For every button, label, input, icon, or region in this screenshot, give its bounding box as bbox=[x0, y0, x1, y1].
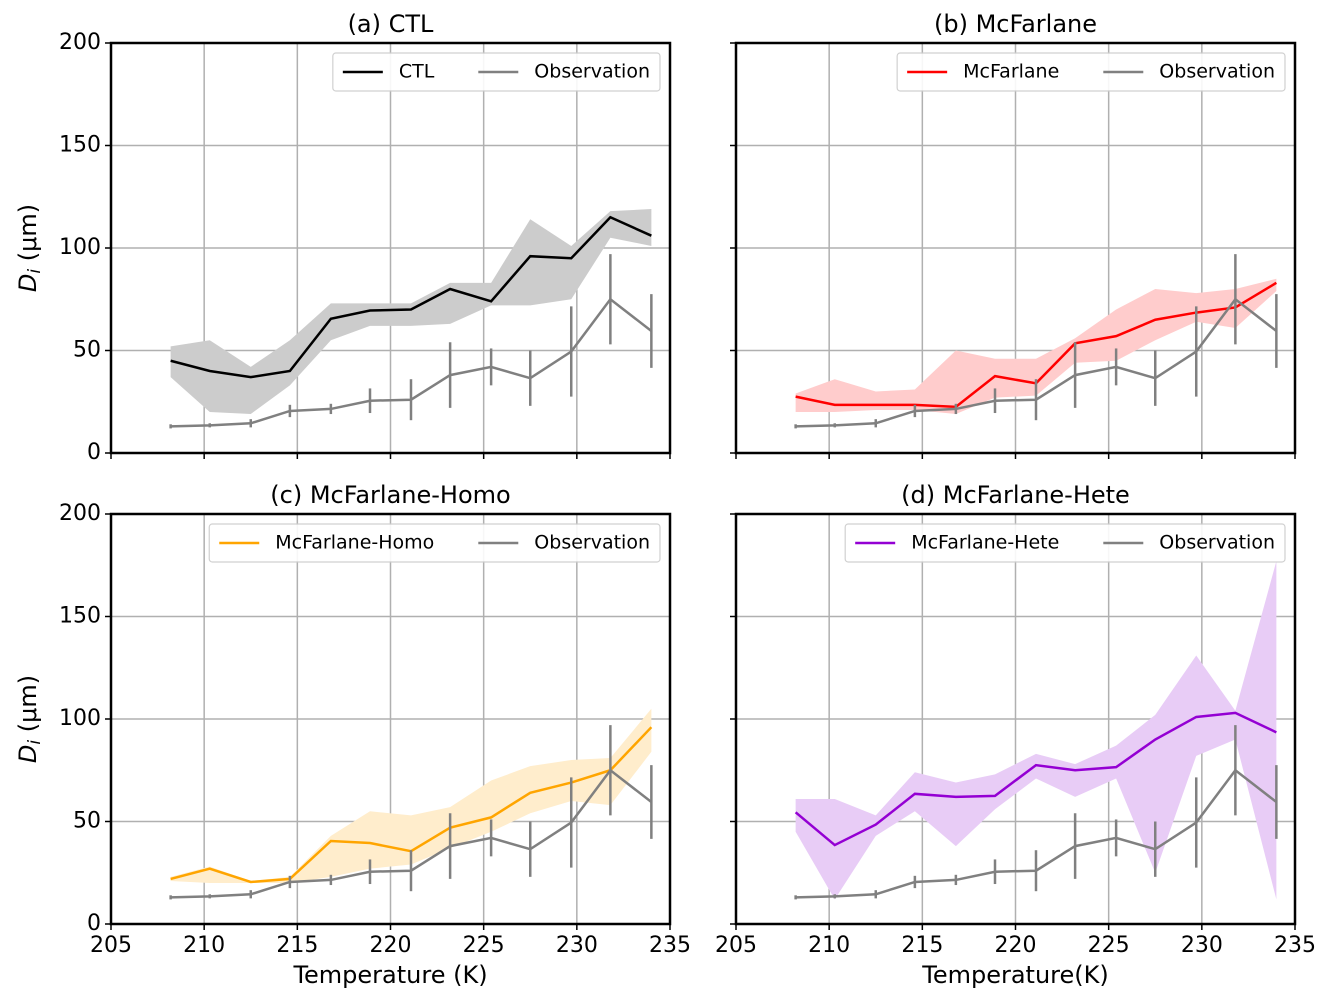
x-tick-label: 215 bbox=[901, 933, 943, 958]
y-tick-label: 0 bbox=[87, 911, 101, 936]
x-axis-label: Temperature (K) bbox=[292, 961, 487, 989]
legend: McFarlane-Homo Observation bbox=[208, 523, 661, 563]
x-tick-label: 210 bbox=[808, 933, 850, 958]
y-tick-label: 0 bbox=[87, 440, 101, 465]
x-tick-label: 235 bbox=[1274, 933, 1316, 958]
spread-band bbox=[170, 708, 652, 883]
legend-label: McFarlane-Homo bbox=[275, 532, 434, 554]
y-label-subscript: i bbox=[25, 740, 45, 745]
x-tick-label: 205 bbox=[90, 933, 132, 958]
chart-title: (a) CTL bbox=[348, 10, 434, 38]
plot-frame bbox=[109, 512, 672, 926]
x-tick-label: 230 bbox=[556, 933, 598, 958]
x-tick-label: 225 bbox=[1088, 933, 1130, 958]
y-label-subscript: i bbox=[25, 269, 45, 274]
y-tick-label: 50 bbox=[73, 338, 101, 363]
y-tick-label: 100 bbox=[59, 235, 101, 260]
legend-label: McFarlane-Hete bbox=[911, 532, 1059, 554]
y-tick-label: 100 bbox=[59, 706, 101, 731]
y-label-unit: (μm) bbox=[14, 204, 42, 269]
series-line bbox=[795, 297, 1278, 428]
x-tick-label: 235 bbox=[649, 933, 691, 958]
y-tick-label: 200 bbox=[59, 30, 101, 55]
spread-band bbox=[795, 278, 1277, 415]
legend: McFarlane Observation bbox=[896, 52, 1286, 92]
series-line bbox=[170, 768, 653, 899]
y-axis-label: Di (μm) bbox=[14, 204, 45, 292]
plot-frame bbox=[734, 512, 1297, 926]
x-tick-label: 210 bbox=[183, 933, 225, 958]
x-tick-label: 220 bbox=[370, 933, 412, 958]
legend: CTL Observation bbox=[332, 52, 661, 92]
series-line bbox=[170, 297, 653, 428]
series-line bbox=[170, 215, 652, 379]
legend-label: Observation bbox=[534, 532, 650, 554]
legend-label: CTL bbox=[399, 61, 435, 83]
x-tick-label: 220 bbox=[995, 933, 1037, 958]
y-axis-label: Di (μm) bbox=[14, 675, 45, 763]
chart-title: (d) McFarlane-Hete bbox=[901, 481, 1130, 509]
legend-frame bbox=[844, 523, 1286, 563]
chart-title: (c) McFarlane-Homo bbox=[270, 481, 510, 509]
legend-label: Observation bbox=[1159, 61, 1275, 83]
x-axis-label: Temperature(K) bbox=[921, 961, 1109, 989]
x-tick-label: 230 bbox=[1181, 933, 1223, 958]
y-tick-label: 150 bbox=[59, 133, 101, 158]
legend: McFarlane-Hete Observation bbox=[844, 523, 1286, 563]
chart-title: (b) McFarlane bbox=[934, 10, 1097, 38]
y-tick-label: 150 bbox=[59, 604, 101, 629]
y-label-unit: (μm) bbox=[14, 675, 42, 740]
plot-frame bbox=[734, 41, 1297, 455]
legend-label: Observation bbox=[1159, 532, 1275, 554]
x-tick-label: 225 bbox=[463, 933, 505, 958]
y-tick-label: 50 bbox=[73, 809, 101, 834]
legend-frame bbox=[896, 52, 1286, 92]
plot-frame bbox=[109, 41, 672, 455]
spread-band bbox=[170, 209, 652, 415]
x-tick-label: 215 bbox=[276, 933, 318, 958]
legend-label: McFarlane bbox=[963, 61, 1059, 83]
spread-band bbox=[795, 561, 1277, 900]
x-tick-label: 205 bbox=[715, 933, 757, 958]
series-line bbox=[794, 711, 1277, 847]
y-label-symbol: D bbox=[14, 745, 42, 763]
legend-label: Observation bbox=[534, 61, 650, 83]
y-label-symbol: D bbox=[14, 274, 42, 292]
series-line bbox=[795, 768, 1278, 899]
legend-frame bbox=[208, 523, 661, 563]
y-tick-label: 200 bbox=[59, 501, 101, 526]
